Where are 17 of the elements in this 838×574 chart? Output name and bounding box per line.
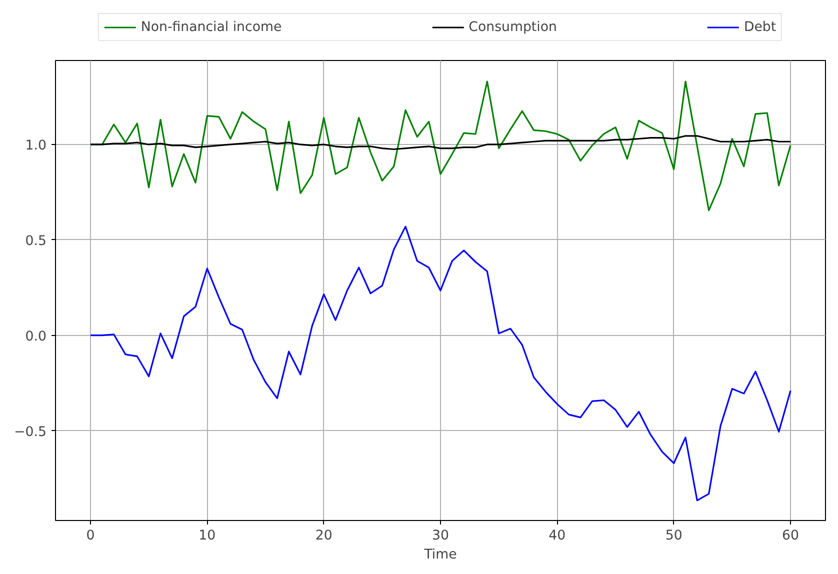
y-tick-label: −0.5 (14, 424, 47, 440)
x-tick-label: 0 (86, 528, 95, 544)
line-series (90, 226, 792, 502)
x-tick-label: 10 (198, 528, 216, 544)
x-tick-label: 50 (665, 528, 682, 544)
y-tick-label: 0.0 (25, 329, 47, 344)
y-tick-label: 1.0 (25, 138, 47, 154)
x-tick-label: 40 (548, 528, 566, 544)
line-series (90, 135, 792, 150)
legend-label: Consumption (468, 20, 557, 34)
y-tick-label: 0.5 (25, 234, 47, 249)
legend-label: Debt (744, 20, 776, 34)
x-tick-label: 30 (432, 528, 449, 544)
x-axis-title: Time (423, 548, 457, 562)
x-tick-label: 60 (782, 528, 799, 544)
legend-label: Non-financial income (140, 20, 282, 34)
x-tick-label: 20 (315, 528, 332, 544)
